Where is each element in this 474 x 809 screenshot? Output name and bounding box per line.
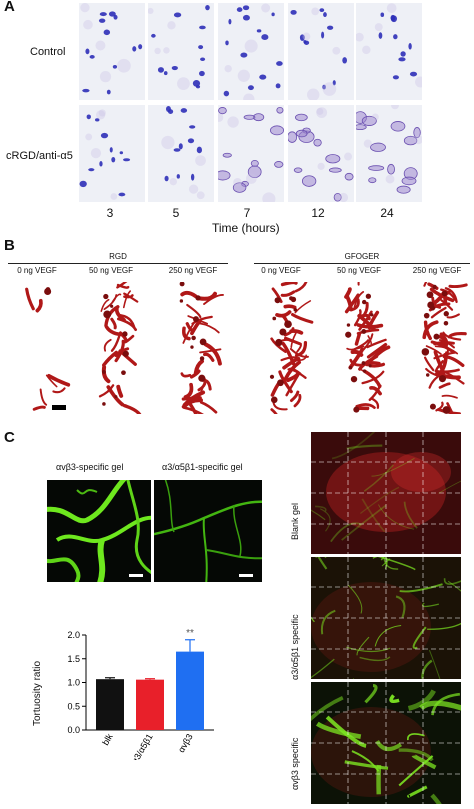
side-label-blank: Blank gel (290, 502, 300, 540)
x-tick-label: α3/α5β1 (130, 732, 155, 760)
group-divider-gfoger (254, 263, 470, 264)
y-tick-label: 1.0 (67, 678, 80, 688)
bar (176, 651, 204, 730)
microscopy-image (148, 105, 214, 202)
side-label-a3a5b1: α3/α5β1 specific (290, 614, 300, 680)
y-tick-label: 2.0 (67, 630, 80, 640)
vessel-render (160, 282, 224, 414)
microscopy-image (79, 3, 145, 100)
time-axis-label: Time (hours) (212, 221, 280, 235)
vessel-render (404, 282, 468, 414)
microscopy-image (356, 105, 422, 202)
avb3-gel-stack-image (311, 682, 461, 804)
column-header: 50 ng VEGF (88, 266, 134, 275)
group-header-gfoger: GFOGER (344, 252, 380, 261)
row-label-control: Control (30, 46, 66, 58)
bar (96, 679, 124, 730)
microscopy-image (288, 105, 354, 202)
tortuosity-chart: 0.0 0.5 1.0 1.5 2.0 blk α3/α5β1 αvβ3 ** (30, 620, 220, 766)
gel-label-a3a5b1: α3/α5β1-specific gel (162, 462, 243, 472)
time-tick: 7 (243, 206, 251, 220)
a3a5b1-gel-image (154, 480, 262, 582)
x-tick-label: blk (100, 732, 115, 747)
significance-marker: ** (186, 628, 194, 639)
y-tick-label: 1.5 (67, 654, 80, 664)
a3a5b1-gel-stack-image (311, 557, 461, 679)
time-tick: 12 (311, 206, 325, 220)
vessel-render (252, 282, 316, 414)
time-tick: 3 (106, 206, 114, 220)
y-tick-label: 0.0 (67, 725, 80, 735)
group-header-rgd: RGD (109, 252, 127, 261)
time-tick: 24 (380, 206, 394, 220)
microscopy-image (79, 105, 145, 202)
column-header: 0 ng VEGF (261, 266, 301, 275)
y-tick-label: 0.5 (67, 701, 80, 711)
column-header: 50 ng VEGF (336, 266, 382, 275)
microscopy-image (356, 3, 422, 100)
microscopy-image (148, 3, 214, 100)
avb3-gel-image (47, 480, 151, 582)
time-tick: 5 (172, 206, 180, 220)
y-axis-label: Tortuosity ratio (32, 660, 43, 726)
column-header: 0 ng VEGF (17, 266, 57, 275)
vessel-render (328, 282, 392, 414)
panel-a-letter: A (4, 0, 15, 15)
vessel-render (82, 282, 146, 414)
bar (136, 679, 164, 730)
scale-bar (52, 405, 66, 410)
panel-b-letter: B (4, 237, 15, 254)
column-header: 250 ng VEGF (412, 266, 462, 275)
row-label-crgd: cRGD/anti-α5 (6, 150, 73, 162)
group-divider-rgd (8, 263, 228, 264)
x-tick-label: αvβ3 (176, 732, 195, 754)
side-label-avb3: αvβ3 specific (290, 737, 300, 790)
column-header: 250 ng VEGF (168, 266, 218, 275)
microscopy-image (288, 3, 354, 100)
vessel-render (8, 282, 72, 414)
gel-label-avb3: αvβ3-specific gel (56, 462, 124, 472)
tortuosity-bar-svg: 0.0 0.5 1.0 1.5 2.0 blk α3/α5β1 αvβ3 ** (67, 628, 214, 766)
microscopy-image (218, 105, 284, 202)
blank-gel-image (311, 432, 461, 554)
microscopy-image (218, 3, 284, 100)
panel-c-letter: C (4, 429, 15, 446)
